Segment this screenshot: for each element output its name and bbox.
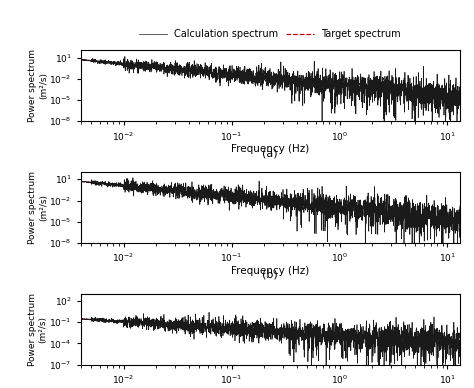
Calculation spectrum [240, 68, 246, 73]
Y-axis label: Power spectrum
(m²/s): Power spectrum (m²/s) [28, 293, 48, 366]
Calculation spectrum [144, 187, 149, 192]
Line: Target spectrum: Target spectrum [81, 182, 460, 218]
Text: (a): (a) [263, 148, 278, 158]
Calculation spectrum [78, 57, 83, 62]
Calculation spectrum [240, 326, 246, 331]
Target spectrum [78, 317, 83, 321]
Calculation spectrum [440, 381, 446, 386]
Calculation spectrum [122, 54, 128, 59]
Calculation spectrum [121, 66, 127, 70]
Line: Target spectrum: Target spectrum [81, 60, 460, 97]
Text: (b): (b) [262, 270, 278, 280]
Target spectrum [239, 327, 245, 331]
Target spectrum [457, 341, 463, 345]
Calculation spectrum [78, 179, 83, 184]
Calculation spectrum [450, 343, 456, 348]
Target spectrum [239, 195, 245, 199]
Calculation spectrum [450, 207, 456, 211]
Calculation spectrum [450, 92, 456, 96]
Y-axis label: Power spectrum
(m²/s): Power spectrum (m²/s) [28, 49, 48, 122]
Target spectrum [457, 94, 463, 99]
Calculation spectrum [451, 249, 456, 253]
Calculation spectrum [144, 59, 149, 64]
Target spectrum [223, 71, 229, 76]
Target spectrum [121, 319, 127, 324]
Target spectrum [144, 64, 149, 68]
Target spectrum [449, 340, 455, 345]
Target spectrum [409, 211, 414, 216]
Calculation spectrum [409, 81, 414, 85]
Calculation spectrum [457, 204, 463, 208]
Calculation spectrum [223, 327, 229, 332]
Calculation spectrum [223, 197, 229, 202]
Calculation spectrum [223, 72, 229, 76]
Y-axis label: Power spectrum
(m²/s): Power spectrum (m²/s) [28, 171, 48, 244]
Target spectrum [223, 193, 229, 198]
Legend: Calculation spectrum, Target spectrum: Calculation spectrum, Target spectrum [136, 26, 405, 43]
Target spectrum [121, 62, 127, 66]
Calculation spectrum [78, 317, 83, 322]
Line: Calculation spectrum: Calculation spectrum [81, 57, 460, 130]
Calculation spectrum [240, 188, 246, 192]
Calculation spectrum [206, 310, 212, 315]
Target spectrum [78, 179, 83, 184]
Calculation spectrum [409, 345, 414, 350]
Line: Calculation spectrum: Calculation spectrum [81, 312, 460, 384]
Target spectrum [409, 90, 414, 94]
Target spectrum [239, 73, 245, 78]
Target spectrum [78, 57, 83, 62]
Target spectrum [144, 321, 149, 326]
Calculation spectrum [121, 185, 127, 190]
Target spectrum [409, 338, 414, 342]
Calculation spectrum [144, 322, 149, 327]
Line: Calculation spectrum: Calculation spectrum [81, 178, 460, 251]
Calculation spectrum [409, 216, 414, 220]
Calculation spectrum [130, 175, 136, 180]
Target spectrum [144, 185, 149, 190]
Calculation spectrum [121, 322, 127, 327]
Target spectrum [121, 183, 127, 188]
X-axis label: Frequency (Hz): Frequency (Hz) [231, 144, 310, 154]
Line: Target spectrum: Target spectrum [81, 319, 460, 343]
Target spectrum [223, 326, 229, 331]
Calculation spectrum [413, 128, 419, 132]
Target spectrum [449, 215, 455, 220]
Target spectrum [457, 216, 463, 221]
X-axis label: Frequency (Hz): Frequency (Hz) [231, 266, 310, 276]
Target spectrum [449, 94, 455, 98]
Calculation spectrum [457, 93, 463, 98]
Calculation spectrum [457, 350, 463, 354]
